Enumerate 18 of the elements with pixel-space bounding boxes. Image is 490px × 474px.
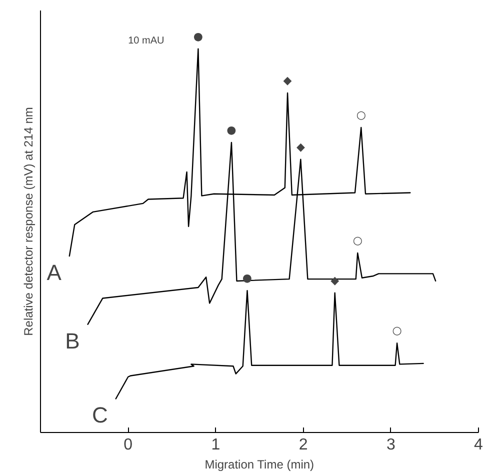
- y-axis-title: Relative detector response (mV) at 214 nm: [22, 107, 36, 336]
- x-axis-title: Migration Time (min): [204, 458, 314, 472]
- series-label: C: [92, 402, 108, 428]
- x-tick-label: 3: [386, 436, 396, 454]
- annotation: ○: [352, 234, 362, 247]
- annotation: ○: [392, 324, 402, 338]
- annotation: ●: [193, 30, 203, 43]
- text: 10 mAU: [128, 36, 164, 47]
- series-label: B: [65, 328, 80, 354]
- x-tick-label: 4: [474, 436, 484, 454]
- annotation: ◆: [296, 140, 306, 154]
- x-tick-label: 1: [211, 436, 220, 454]
- series-label: A: [46, 260, 62, 286]
- annotation: ◆: [283, 74, 292, 87]
- x-tick-label: 2: [298, 436, 308, 454]
- annotation: ●: [226, 123, 236, 136]
- x-tick-label: 0: [124, 436, 133, 454]
- annotation: ○: [356, 108, 366, 122]
